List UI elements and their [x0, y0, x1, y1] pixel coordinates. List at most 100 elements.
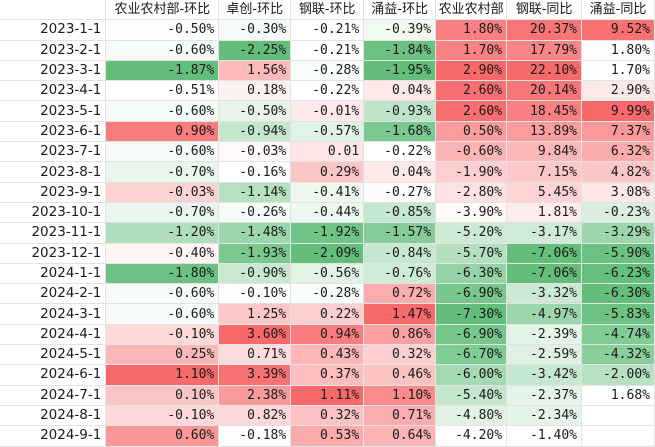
value-cell[interactable]: 2.90%: [435, 60, 508, 82]
value-cell[interactable]: 17.79%: [506, 40, 582, 61]
date-cell[interactable]: 2023-9-1: [0, 182, 107, 203]
date-cell[interactable]: 2024-2-1: [0, 283, 107, 305]
value-cell[interactable]: 0.72%: [363, 283, 437, 305]
value-cell[interactable]: -0.27%: [363, 182, 437, 203]
value-cell[interactable]: 0.64%: [363, 425, 437, 447]
value-cell[interactable]: 1.81%: [506, 202, 582, 224]
value-cell[interactable]: 3.39%: [218, 364, 292, 386]
date-cell[interactable]: 2024-9-1: [0, 425, 107, 447]
date-cell[interactable]: 2023-7-1: [0, 141, 107, 163]
value-cell[interactable]: 1.70%: [581, 60, 655, 82]
value-cell[interactable]: -0.70%: [105, 161, 220, 183]
date-cell[interactable]: 2023-1-1: [0, 19, 107, 41]
value-cell[interactable]: -2.09%: [290, 243, 365, 264]
value-cell[interactable]: -2.00%: [581, 364, 655, 386]
value-cell[interactable]: -1.84%: [363, 40, 437, 61]
value-cell[interactable]: -4.74%: [581, 324, 655, 346]
value-cell[interactable]: 20.37%: [506, 19, 582, 41]
value-cell[interactable]: -7.30%: [435, 303, 508, 325]
header-cell-yongyi-yoy[interactable]: 涌益-同比: [581, 0, 655, 21]
date-cell[interactable]: 2023-2-1: [0, 40, 107, 61]
value-cell[interactable]: -0.26%: [218, 202, 292, 224]
value-cell[interactable]: -0.03%: [105, 182, 220, 203]
value-cell[interactable]: 0.86%: [363, 324, 437, 346]
value-cell[interactable]: 9.84%: [506, 141, 582, 163]
value-cell[interactable]: 2.38%: [218, 385, 292, 406]
value-cell[interactable]: -0.85%: [363, 202, 437, 224]
value-cell[interactable]: -0.84%: [363, 243, 437, 264]
value-cell[interactable]: -4.97%: [506, 303, 582, 325]
value-cell[interactable]: 0.90%: [105, 121, 220, 143]
header-cell-yongyi-mom[interactable]: 涌益-环比: [363, 0, 437, 21]
value-cell[interactable]: 6.32%: [581, 141, 655, 163]
value-cell[interactable]: 0.46%: [363, 364, 437, 386]
date-cell[interactable]: 2023-6-1: [0, 121, 107, 143]
value-cell[interactable]: 0.50%: [435, 121, 508, 143]
value-cell[interactable]: -0.57%: [290, 121, 365, 143]
value-cell[interactable]: 0.60%: [105, 425, 220, 447]
date-cell[interactable]: 2023-8-1: [0, 161, 107, 183]
value-cell[interactable]: 1.80%: [581, 40, 655, 61]
value-cell[interactable]: 0.29%: [290, 161, 365, 183]
value-cell[interactable]: -0.23%: [581, 202, 655, 224]
value-cell[interactable]: -0.60%: [435, 141, 508, 163]
value-cell[interactable]: -1.68%: [363, 121, 437, 143]
value-cell[interactable]: 0.53%: [290, 425, 365, 447]
value-cell[interactable]: -0.56%: [290, 263, 365, 285]
value-cell[interactable]: -2.59%: [506, 344, 582, 366]
value-cell[interactable]: -1.90%: [435, 161, 508, 183]
value-cell[interactable]: -0.22%: [290, 80, 365, 102]
value-cell[interactable]: 0.94%: [290, 324, 365, 346]
value-cell[interactable]: -0.10%: [105, 324, 220, 346]
value-cell[interactable]: 1.70%: [435, 40, 508, 61]
value-cell[interactable]: -0.40%: [105, 243, 220, 264]
value-cell[interactable]: -0.30%: [218, 19, 292, 41]
value-cell[interactable]: 1.56%: [218, 60, 292, 82]
value-cell[interactable]: 1.25%: [218, 303, 292, 325]
date-cell[interactable]: 2023-11-1: [0, 222, 107, 244]
value-cell[interactable]: -0.76%: [363, 263, 437, 285]
value-cell[interactable]: -0.21%: [290, 40, 365, 61]
value-cell[interactable]: -1.14%: [218, 182, 292, 203]
value-cell[interactable]: -2.37%: [506, 385, 582, 406]
value-cell[interactable]: 7.15%: [506, 161, 582, 183]
value-cell[interactable]: -1.57%: [363, 222, 437, 244]
value-cell[interactable]: 0.22%: [290, 303, 365, 325]
value-cell[interactable]: 1.10%: [363, 385, 437, 406]
header-cell-zhuochuang-mom[interactable]: 卓创-环比: [218, 0, 292, 21]
value-cell[interactable]: 0.18%: [218, 80, 292, 102]
value-cell[interactable]: -7.06%: [506, 243, 582, 264]
value-cell[interactable]: -2.25%: [218, 40, 292, 61]
value-cell[interactable]: 20.14%: [506, 80, 582, 102]
value-cell[interactable]: -7.06%: [506, 263, 582, 285]
value-cell[interactable]: -0.39%: [363, 19, 437, 41]
value-cell[interactable]: -0.90%: [218, 263, 292, 285]
value-cell[interactable]: 0.37%: [290, 364, 365, 386]
date-cell[interactable]: 2024-3-1: [0, 303, 107, 325]
value-cell[interactable]: -0.60%: [105, 283, 220, 305]
date-cell[interactable]: 2024-7-1: [0, 385, 107, 406]
value-cell[interactable]: 0.32%: [290, 405, 365, 427]
value-cell[interactable]: -0.44%: [290, 202, 365, 224]
header-cell-moa[interactable]: 农业农村部: [435, 0, 508, 21]
value-cell[interactable]: 0.04%: [363, 80, 437, 102]
value-cell[interactable]: -2.34%: [506, 405, 582, 427]
value-cell[interactable]: 2.60%: [435, 80, 508, 102]
value-cell[interactable]: 3.08%: [581, 182, 655, 203]
value-cell[interactable]: -5.83%: [581, 303, 655, 325]
value-cell[interactable]: -6.00%: [435, 364, 508, 386]
header-cell-ganglian-mom[interactable]: 钢联-环比: [290, 0, 365, 21]
value-cell[interactable]: 0.01: [290, 141, 365, 163]
value-cell[interactable]: -0.10%: [218, 283, 292, 305]
value-cell[interactable]: -0.93%: [363, 100, 437, 122]
value-cell[interactable]: 13.89%: [506, 121, 582, 143]
value-cell[interactable]: 1.11%: [290, 385, 365, 406]
value-cell[interactable]: -1.87%: [105, 60, 220, 82]
value-cell[interactable]: -0.03%: [218, 141, 292, 163]
value-cell[interactable]: -2.39%: [506, 324, 582, 346]
value-cell[interactable]: -3.29%: [581, 222, 655, 244]
value-cell[interactable]: 1.80%: [435, 19, 508, 41]
value-cell[interactable]: -1.93%: [218, 243, 292, 264]
value-cell[interactable]: -0.01%: [290, 100, 365, 122]
value-cell[interactable]: 22.10%: [506, 60, 582, 82]
